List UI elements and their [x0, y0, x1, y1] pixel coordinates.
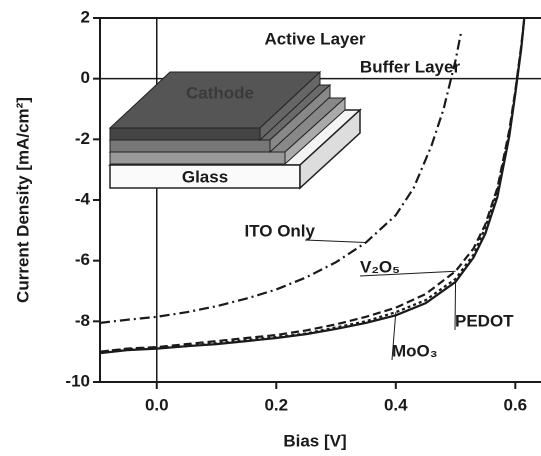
leader-line	[454, 281, 457, 331]
series-label: V₂O₅	[360, 257, 400, 276]
x-tick-label: 0.2	[264, 395, 288, 414]
series-label: ITO Only	[244, 221, 315, 240]
inset-device: Active Layer Buffer Layer Cathode Glass	[108, 29, 461, 190]
x-tick-label: 0.6	[503, 395, 527, 414]
data-line	[99, 29, 463, 324]
series-label: MoO₃	[392, 341, 438, 360]
y-tick-label: -6	[75, 250, 90, 269]
inset-label: Active Layer	[264, 29, 365, 48]
inset-label: Buffer Layer	[360, 57, 461, 76]
data-line	[99, 17, 526, 353]
y-tick-label: -8	[75, 311, 90, 330]
x-tick-label: 0.0	[145, 395, 169, 414]
y-tick-label: 0	[81, 68, 90, 87]
y-tick-label: -4	[75, 189, 91, 208]
inset-label: Glass	[182, 167, 228, 186]
y-axis-title: Current Density [mA/cm²]	[13, 97, 32, 303]
y-tick-label: -2	[75, 129, 90, 148]
x-tick-label: 0.4	[384, 395, 408, 414]
y-tick-label: 2	[81, 7, 90, 26]
series-label: PEDOT	[455, 311, 514, 330]
y-tick-label: -10	[65, 371, 90, 390]
data-line	[99, 17, 526, 353]
x-axis-title: Bias [V]	[283, 431, 346, 450]
leader-line	[391, 312, 397, 361]
leader-line	[304, 239, 366, 243]
leader-line	[359, 270, 456, 277]
inset-label: Cathode	[186, 83, 254, 102]
plot-layer: 2 0 -2 -4 -6 -8 -10 0.0 0.2 0.4 0.6	[65, 7, 541, 414]
